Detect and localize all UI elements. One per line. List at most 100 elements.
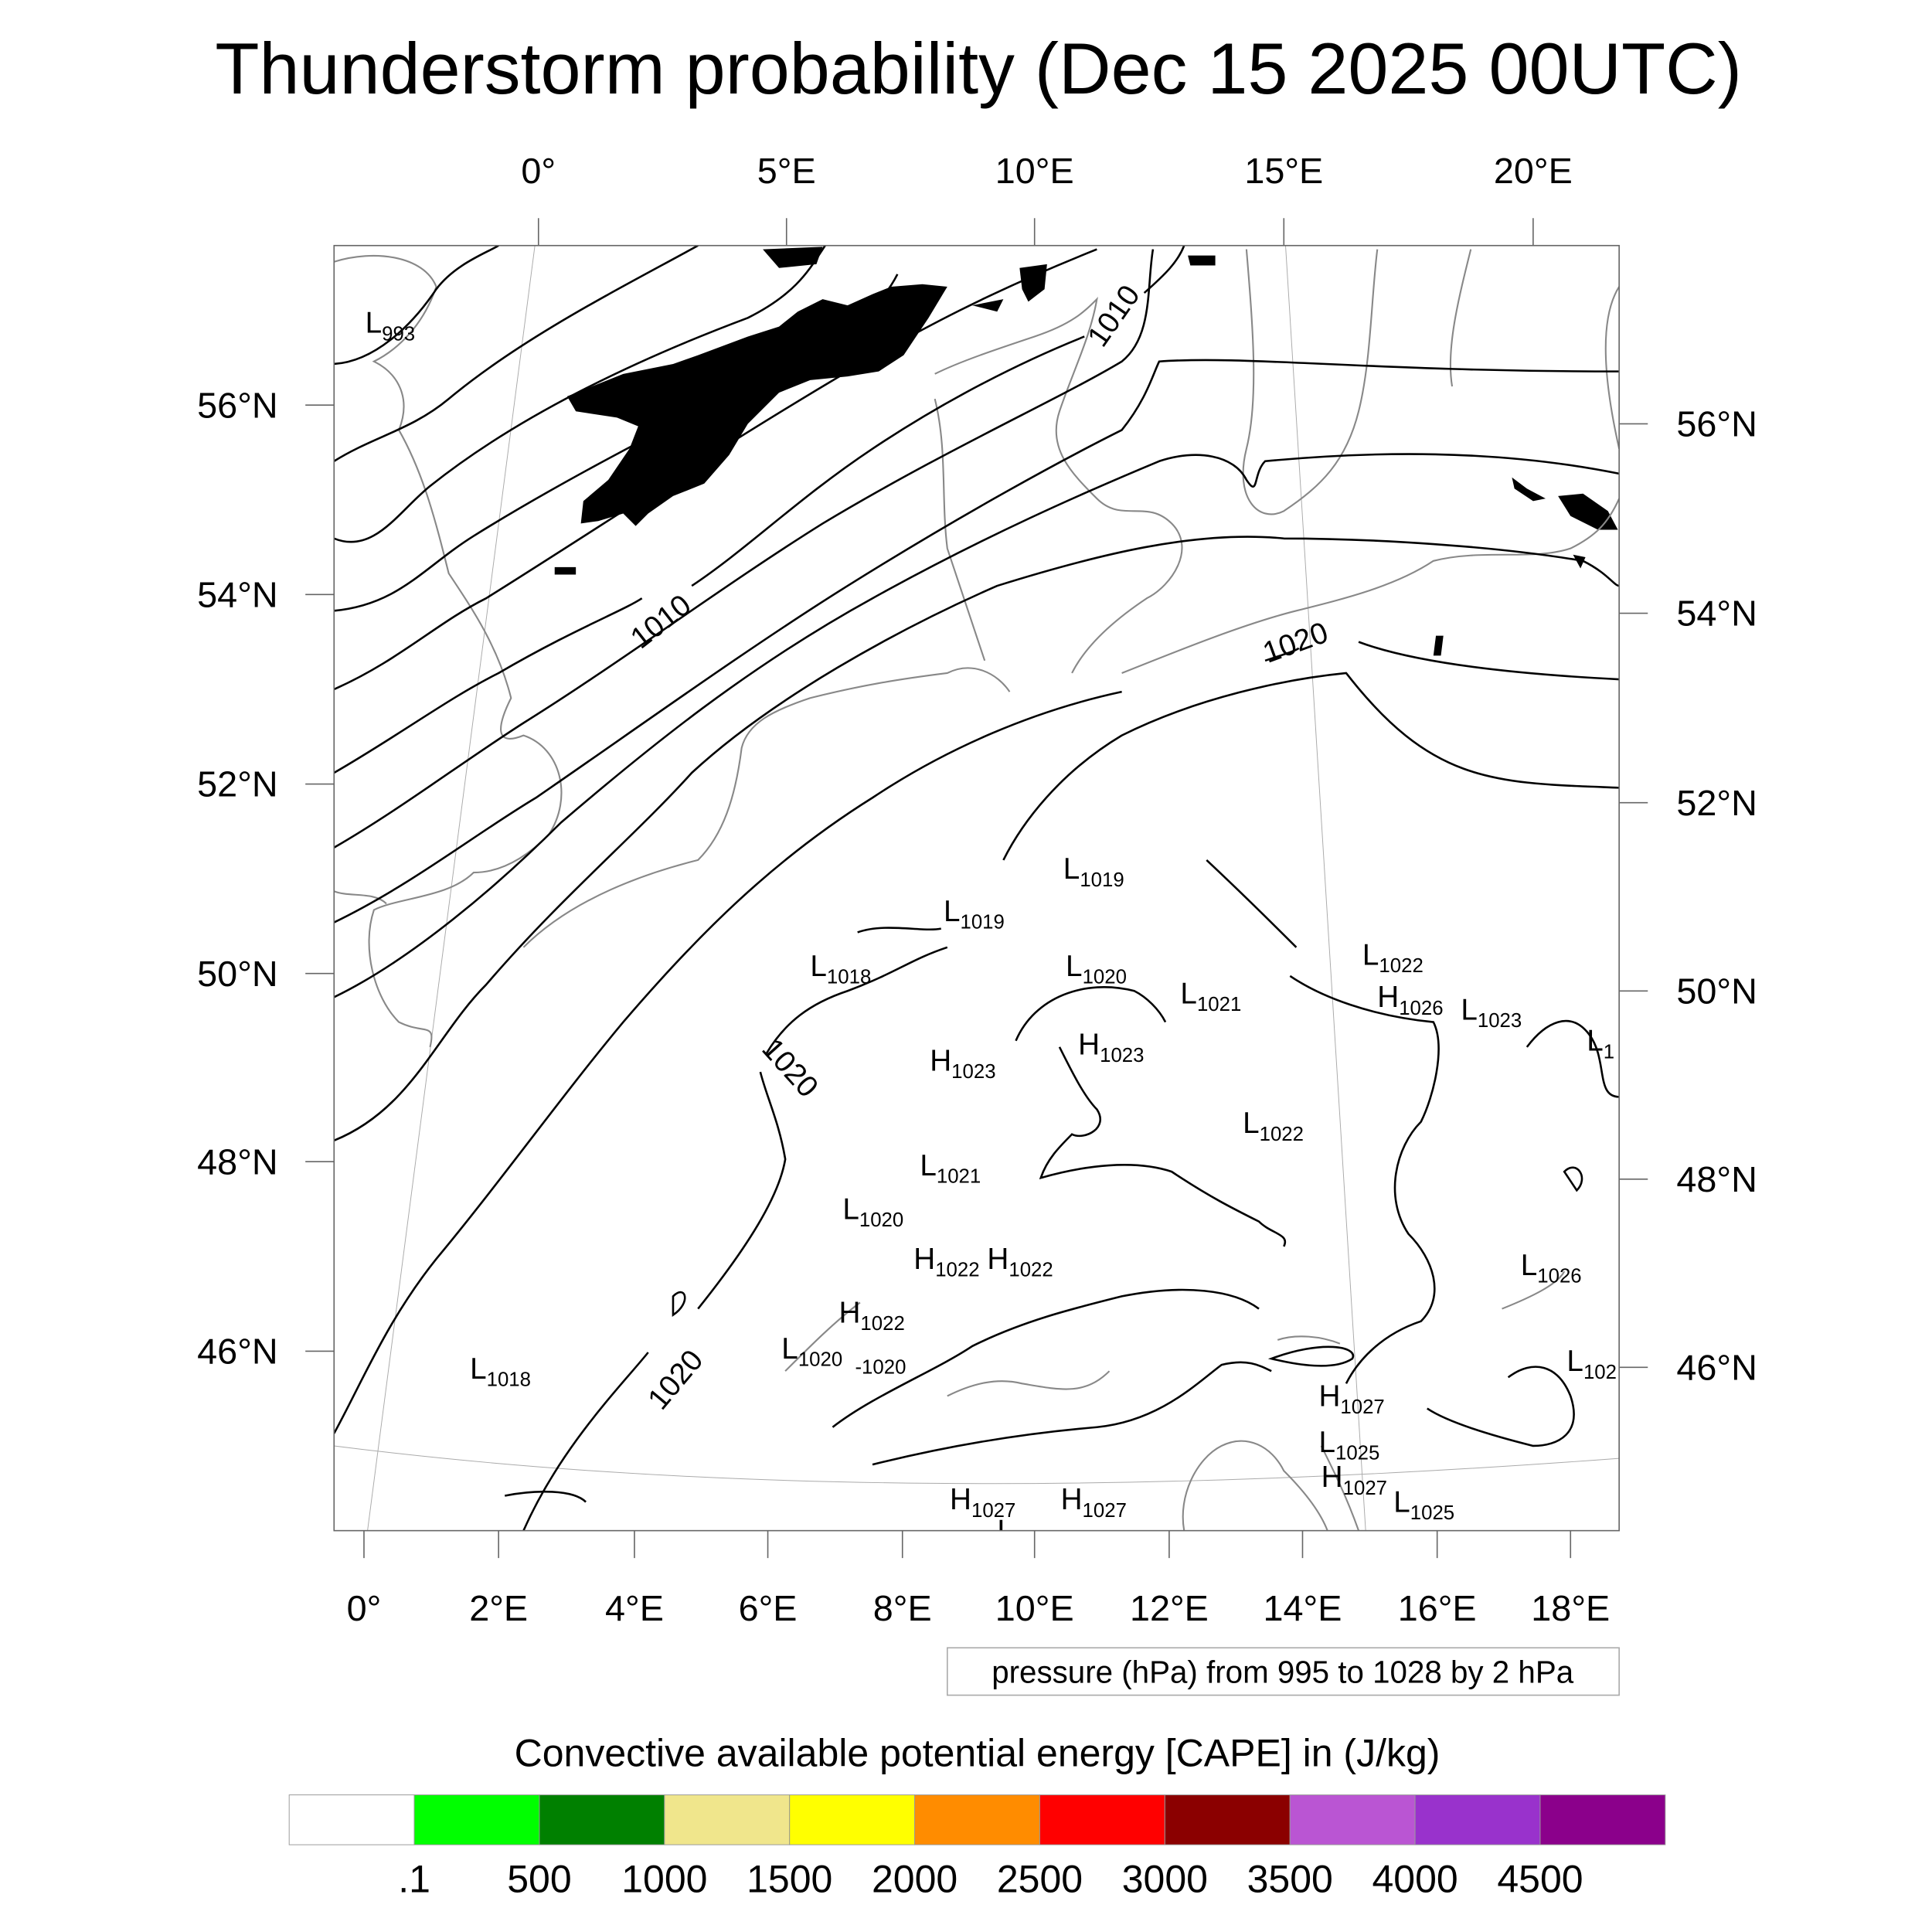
isobar [334,536,1620,1142]
bottom-lon-label: 16°E [1398,1588,1477,1628]
pressure-value: 1022 [1260,1124,1304,1145]
parallel-46n [334,1445,1620,1485]
high-marker: H [1078,1029,1100,1062]
pressure-center-label: L1023 [1461,993,1522,1032]
isobar [334,248,1097,691]
isobar [1267,1345,1355,1367]
pressure-value: 1018 [487,1369,531,1391]
pressure-value: 1020 [859,1209,903,1231]
high-marker: H [1318,1379,1340,1413]
right-lat-label: 56°N [1676,404,1757,444]
low-marker: L [1318,1426,1335,1459]
meridian-15e [1285,245,1366,1531]
isobar [334,245,699,462]
left-axis: 56°N 54°N 52°N 50°N 48°N 46°N [197,385,335,1372]
pressure-center-label: H1022 [987,1243,1053,1281]
isobar [872,1361,1272,1466]
isobar [334,274,899,612]
pressure-center-label: L1025 [1318,1426,1379,1464]
contour-info: pressure (hPa) from 995 to 1028 by 2 hPa [992,1654,1574,1689]
cape-fill [554,247,1618,656]
right-lat-label: 46°N [1676,1347,1757,1387]
isobar [334,453,1620,998]
pressure-center-label: L1026 [997,1515,1058,1553]
pressure-value: 993 [382,323,415,345]
colorbar-swatch [789,1794,916,1845]
pressure-value: 1027 [1083,1500,1127,1522]
isobar [334,245,1185,774]
pressure-center-label: H1027 [1061,1483,1127,1522]
isobar [1002,672,1620,861]
pressure-center-label: L1018 [470,1352,531,1391]
colorbar-label: 1500 [747,1857,832,1900]
low-marker: L [842,1192,859,1226]
colorbar-label: 4500 [1497,1857,1583,1900]
colorbar: .1 500 1000 1500 2000 2500 3000 3500 4000 4500 [288,1794,1666,1900]
pressure-value: 1022 [1379,955,1423,977]
colorbar-label: 4000 [1372,1857,1458,1900]
left-lat-label: 54°N [197,574,278,614]
isobar [672,1291,686,1318]
low-marker: L [1521,1249,1538,1282]
pressure-center-label: L1018 [810,950,871,988]
pressure-center-label: L1022 [1362,938,1423,977]
colorbar-swatch [914,1794,1040,1845]
low-marker: L [1461,993,1478,1026]
left-lat-label: 56°N [197,385,278,425]
high-marker: H [987,1243,1009,1276]
colorbar-swatch [539,1794,665,1845]
low-marker: L [944,895,961,928]
pressure-value: 1018 [827,967,871,988]
low-marker: L [920,1149,937,1182]
pressure-value: 1027 [1343,1478,1387,1499]
high-marker: H [1061,1483,1083,1516]
top-lon-label: 0° [521,151,556,191]
cape-area [1558,493,1618,530]
left-lat-label: 46°N [197,1332,278,1372]
low-marker: L [1066,950,1083,983]
pressure-value: 1026 [1014,1531,1058,1553]
pressure-value: 1025 [1335,1443,1379,1464]
cape-area [1512,477,1546,502]
top-lon-label: 20°E [1494,151,1573,191]
pressure-value: 1025 [1410,1502,1454,1524]
pressure-center-label: H1027 [950,1483,1015,1522]
low-marker: - [855,1356,862,1378]
high-marker: H [913,1243,935,1276]
high-marker: H [930,1044,951,1077]
low-marker: L [1362,938,1379,971]
bottom-lon-label: 10°E [995,1588,1074,1628]
isobar [504,1490,587,1503]
low-marker: L [1243,1107,1260,1140]
isobar [334,249,1155,849]
isobar [334,359,1620,923]
pressure-center-label: L102 [1566,1345,1617,1383]
chart-title: Thunderstorm probability (Dec 15 2025 00… [215,28,1741,109]
pressure-value: 1 [1604,1041,1614,1063]
cape-area [1433,635,1444,656]
isobar [334,245,499,366]
high-marker: H [1377,981,1399,1014]
low-marker: L [1063,852,1080,886]
left-lat-label: 52°N [197,764,278,804]
isobar [857,927,941,934]
pressure-value: 1019 [960,912,1004,934]
colorbar-label: 500 [507,1857,571,1900]
top-lon-label: 5°E [757,151,816,191]
pressure-value: 1023 [951,1061,995,1083]
bottom-lon-label: 0° [347,1588,382,1628]
low-marker: L [1180,977,1197,1010]
pressure-center-label: L1 [1587,1025,1614,1063]
pressure-value: 1019 [1080,869,1124,891]
pressure-center-label: H1023 [1078,1029,1144,1067]
pressure-center-label: H1022 [838,1296,904,1335]
pressure-center-label: H1022 [913,1243,979,1281]
bottom-lon-label: 12°E [1130,1588,1209,1628]
cape-area [1188,255,1216,266]
left-lat-label: 48°N [197,1141,278,1182]
colorbar-label: 3500 [1247,1857,1333,1900]
cape-area [1573,554,1586,569]
colorbar-swatch [1164,1794,1291,1845]
pressure-center-label: H1026 [1377,981,1443,1019]
bottom-lon-label: 18°E [1531,1588,1610,1628]
